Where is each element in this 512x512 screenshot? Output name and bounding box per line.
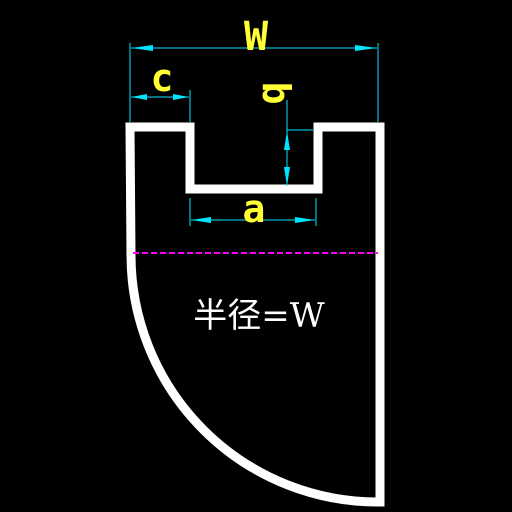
slot-width-dimension <box>189 198 317 226</box>
width-label: W <box>244 14 269 60</box>
top-edge-label: c <box>151 56 174 100</box>
radius-note: 半径=W <box>193 296 324 336</box>
width-dimension <box>129 43 379 122</box>
slot-width-label: a <box>243 187 266 231</box>
slot-depth-dimension <box>284 100 313 186</box>
part-outline <box>125 122 385 507</box>
slot-depth-label: b <box>254 82 298 105</box>
top-edge-dimension <box>131 90 191 122</box>
